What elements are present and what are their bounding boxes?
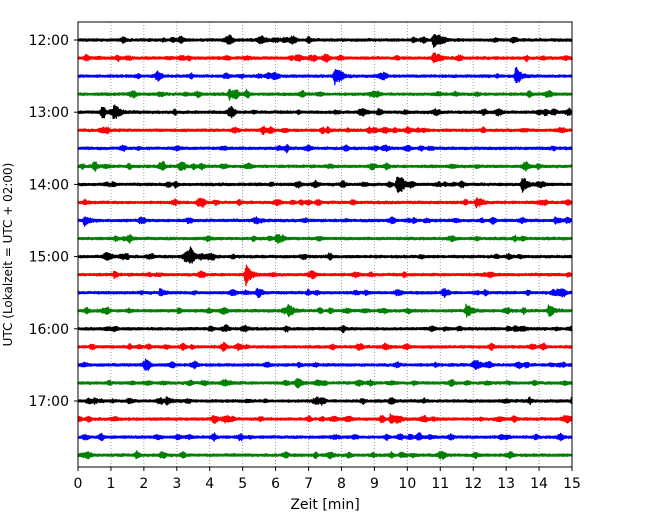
trace-line xyxy=(77,33,573,48)
trace-line xyxy=(77,104,573,120)
trace-line xyxy=(77,413,573,424)
y-axis-label: UTC (Lokalzeit = UTC + 02:00) xyxy=(1,163,15,347)
x-tick-label: 15 xyxy=(563,476,581,492)
y-tick-label: 16:00 xyxy=(29,322,69,338)
trace-line xyxy=(77,432,573,442)
trace-line xyxy=(77,125,573,136)
trace-line xyxy=(77,358,573,372)
trace-line xyxy=(77,176,573,193)
x-tick-label: 11 xyxy=(431,476,449,492)
x-tick-label: 14 xyxy=(530,476,548,492)
y-axis-ticks: 12:00 13:00 14:00 15:00 16:00 17:00 xyxy=(29,33,78,410)
x-tick-label: 3 xyxy=(172,476,181,492)
x-tick-label: 6 xyxy=(271,476,280,492)
trace-line xyxy=(77,160,573,172)
x-tick-label: 0 xyxy=(74,476,83,492)
y-tick-label: 15:00 xyxy=(29,250,69,266)
trace-line xyxy=(77,342,573,352)
trace-line xyxy=(77,450,573,460)
trace-line xyxy=(77,396,573,406)
trace-line xyxy=(77,246,573,264)
x-tick-label: 7 xyxy=(304,476,313,492)
trace-line xyxy=(77,287,573,299)
x-tick-label: 13 xyxy=(497,476,515,492)
x-tick-label: 9 xyxy=(370,476,379,492)
y-tick-label: 13:00 xyxy=(29,105,69,121)
trace-line xyxy=(77,52,573,64)
plot-frame xyxy=(77,21,573,468)
x-axis-label: Zeit [min] xyxy=(290,497,359,513)
trace-line xyxy=(77,377,573,389)
trace-line xyxy=(77,233,573,244)
x-tick-label: 5 xyxy=(238,476,247,492)
seismogram-traces xyxy=(77,33,573,460)
y-tick-label: 12:00 xyxy=(29,33,69,49)
x-tick-label: 12 xyxy=(464,476,482,492)
trace-line xyxy=(77,324,573,334)
y-tick-label: 14:00 xyxy=(29,177,69,193)
x-tick-label: 10 xyxy=(398,476,416,492)
trace-line xyxy=(77,66,573,86)
trace-line xyxy=(77,216,573,227)
trace-line xyxy=(77,88,573,101)
x-tick-label: 1 xyxy=(106,476,115,492)
trace-line xyxy=(77,197,573,209)
trace-line xyxy=(77,303,573,318)
y-tick-label: 17:00 xyxy=(29,394,69,410)
x-tick-label: 4 xyxy=(205,476,214,492)
trace-line xyxy=(77,264,573,287)
x-tick-label: 2 xyxy=(139,476,148,492)
trace-line xyxy=(77,143,573,154)
x-tick-label: 8 xyxy=(337,476,346,492)
x-axis-ticks: 0 1 2 3 4 5 6 7 8 9 10 11 12 13 14 15 xyxy=(74,467,581,492)
